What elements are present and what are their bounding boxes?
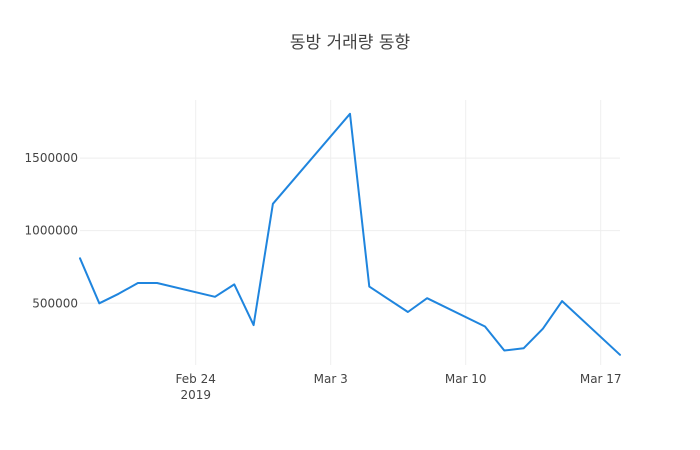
x-tick-label: Feb 24 [176,372,216,386]
data-point[interactable] [521,345,527,351]
x-tick-label: Mar 10 [445,372,487,386]
data-point[interactable] [270,201,276,207]
x-axis: Feb 24 2019 Mar 3 Mar 10 Mar 17 [176,372,622,402]
data-point[interactable] [540,326,546,332]
data-point[interactable] [405,309,411,315]
volume-series-line [79,112,621,356]
y-tick-label: 1000000 [25,224,78,238]
data-point[interactable] [251,322,257,328]
data-point[interactable] [501,347,507,353]
series-layer [77,111,623,358]
data-point[interactable] [212,294,218,300]
data-point[interactable] [366,284,372,290]
y-tick-label: 1500000 [25,151,78,165]
x-tick-label: Mar 3 [314,372,348,386]
data-point[interactable] [77,255,83,261]
y-tick-label: 500000 [32,296,78,310]
x-tick-sublabel: 2019 [180,388,211,402]
chart-title: 동방 거래량 동향 [290,33,410,53]
grid-layer [80,100,620,365]
y-axis: 500000 1000000 1500000 [25,151,78,310]
data-point[interactable] [482,324,488,330]
data-point[interactable] [116,291,122,297]
data-point[interactable] [96,300,102,306]
data-point[interactable] [154,280,160,286]
data-point[interactable] [617,352,623,358]
x-tick-label: Mar 17 [580,372,622,386]
data-point[interactable] [559,298,565,304]
data-point[interactable] [347,111,353,117]
data-point[interactable] [424,295,430,301]
data-point[interactable] [231,281,237,287]
data-point[interactable] [135,280,141,286]
